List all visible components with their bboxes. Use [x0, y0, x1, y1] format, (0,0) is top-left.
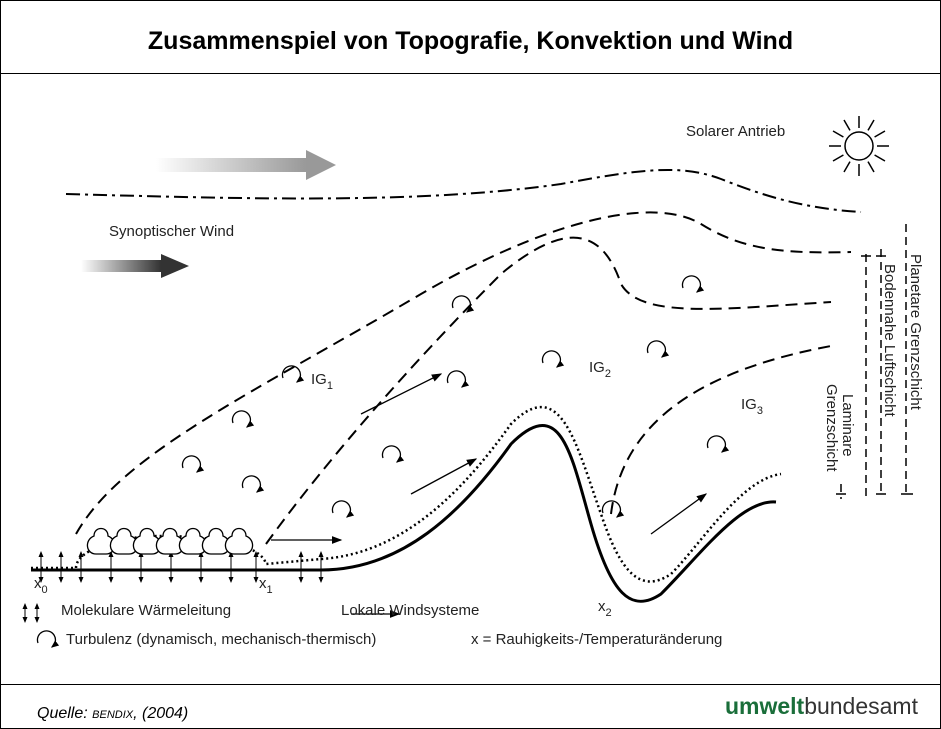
turbulence-symbol	[681, 275, 705, 293]
source-prefix: Quelle:	[37, 705, 93, 722]
layer-planetary: Planetare Grenzschicht	[907, 254, 924, 411]
point-label-base: x	[34, 575, 42, 592]
legend-turbulence: Turbulenz (dynamisch, mechanisch-thermis…	[66, 631, 376, 648]
zone-label-base: IG	[741, 396, 757, 413]
tree	[86, 527, 116, 555]
logo-rest: bundesamt	[804, 693, 918, 719]
symbols	[22, 275, 730, 648]
synoptic-label: Synoptischer Wind	[109, 223, 234, 240]
sun-ray	[874, 130, 886, 138]
turbulence-symbol	[36, 630, 60, 648]
sun-ray	[843, 161, 851, 173]
turbulence-symbol	[241, 475, 265, 493]
footer: Quelle: Bendix, (2004) umweltbundesamt	[1, 684, 940, 728]
arrow-solar-wind	[156, 158, 306, 172]
diagram: Solarer Antrieb Synoptischer Wind IG1IG2…	[22, 116, 924, 648]
tree	[109, 527, 139, 555]
tree	[178, 527, 208, 555]
source-author: Bendix	[92, 705, 134, 722]
sun-ray	[832, 154, 844, 162]
zone-label-base: IG	[311, 371, 327, 388]
layer-laminar: Grenzschicht	[823, 384, 840, 472]
point-label-sub: 0	[42, 584, 48, 596]
point-label-base: x	[259, 575, 267, 592]
lines	[31, 168, 913, 603]
turbulence-symbol	[706, 435, 730, 453]
layer-laminar: Laminare	[839, 394, 856, 457]
source-suffix: , (2004)	[133, 705, 189, 722]
sun-ray	[867, 161, 875, 173]
point-label: x1	[259, 575, 273, 596]
point-label-sub: 1	[267, 584, 273, 596]
zone-label: IG1	[311, 371, 333, 392]
zone-label-base: IG	[589, 359, 605, 376]
turbulence-symbol	[451, 295, 475, 313]
turbulence-symbol	[281, 365, 305, 383]
logo-bold: umwelt	[724, 693, 805, 719]
tree	[132, 527, 162, 555]
solar-label: Solarer Antrieb	[686, 123, 785, 140]
turbulence-symbol	[181, 455, 205, 473]
turbulence-symbol	[381, 445, 405, 463]
wind-arrow	[360, 373, 443, 415]
zone-label-sub: 3	[757, 405, 763, 417]
zone-label: IG2	[589, 359, 611, 380]
turbulence-symbol	[541, 350, 565, 368]
legend-roughness: x = Rauhigkeits-/Temperaturänderung	[471, 631, 722, 648]
zone-label: IG3	[741, 396, 763, 417]
legend-conduction: Molekulare Wärmeleitung	[61, 602, 231, 619]
turbulence-symbol	[331, 500, 355, 518]
point-label: x2	[598, 598, 612, 619]
sun-ray	[843, 119, 851, 131]
point-label: x0	[34, 575, 48, 596]
point-label-sub: 2	[606, 607, 612, 619]
source: Quelle: Bendix, (2004)	[37, 705, 188, 723]
arrow-head	[161, 254, 189, 278]
turbulence-symbol	[231, 410, 255, 428]
legend-local-wind: Lokale Windsysteme	[341, 602, 479, 619]
zone-label-sub: 2	[605, 368, 611, 380]
zone-label-sub: 1	[327, 380, 333, 392]
layer-surface: Bodennahe Luftschicht	[881, 264, 898, 417]
tree	[224, 527, 254, 555]
sun	[829, 116, 889, 176]
wind-arrow	[650, 493, 708, 535]
tree	[201, 527, 231, 555]
point-label-base: x	[598, 598, 606, 615]
wind-arrow	[410, 458, 478, 495]
logo: umweltbundesamt	[725, 693, 918, 720]
arrow-synoptic	[81, 260, 161, 272]
sun-ray	[874, 154, 886, 162]
turbulence-symbol	[646, 340, 670, 358]
title: Zusammenspiel von Topografie, Konvektion…	[1, 1, 940, 74]
tree	[155, 527, 185, 555]
sun-ray	[867, 119, 875, 131]
sun-ray	[832, 130, 844, 138]
arrow-head	[306, 150, 336, 180]
turbulence-symbol	[601, 500, 625, 518]
turbulence-symbol	[446, 370, 470, 388]
